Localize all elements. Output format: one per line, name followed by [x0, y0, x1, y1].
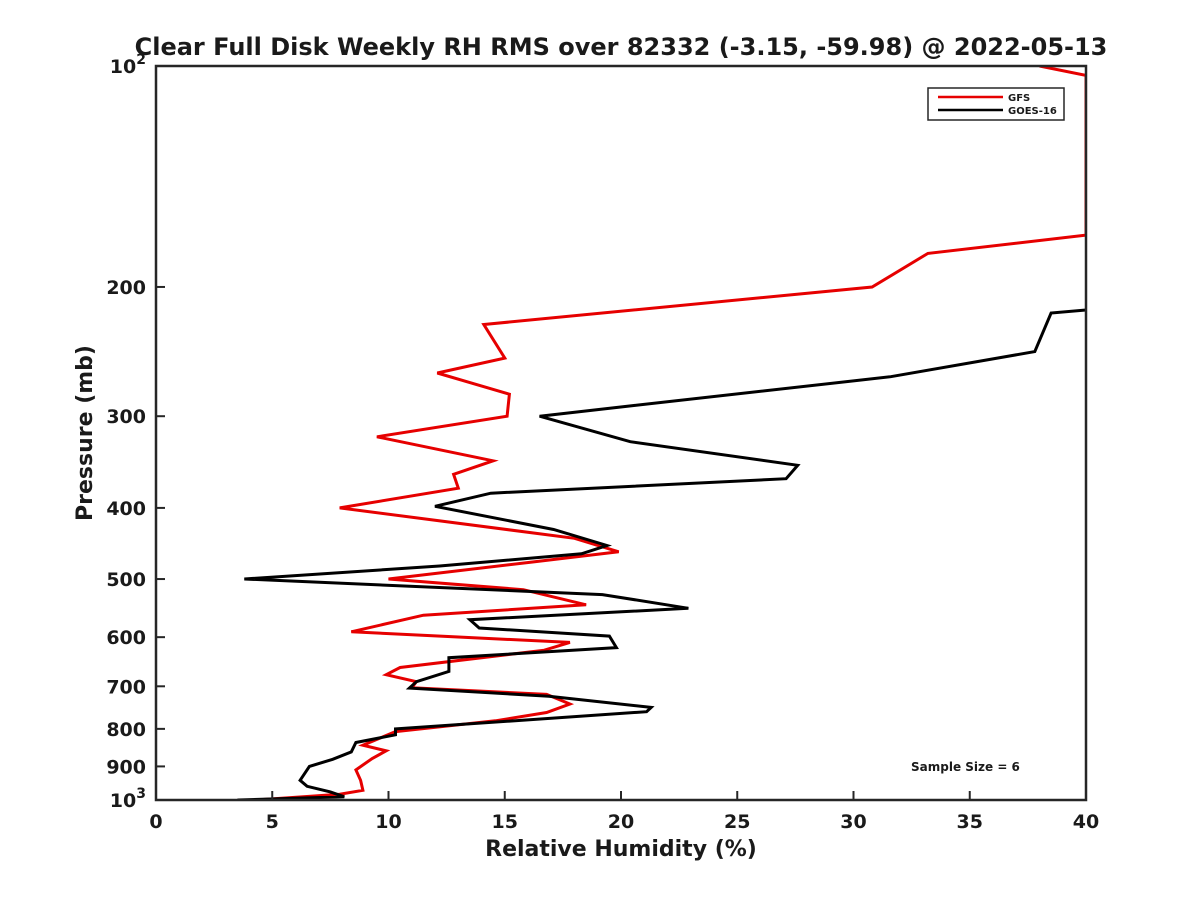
series-line-gfs	[255, 66, 1086, 800]
y-tick-label: 400	[106, 498, 146, 520]
y-axis-label: Pressure (mb)	[73, 345, 98, 521]
y-tick-label: 800	[106, 719, 146, 741]
x-tick-label: 5	[266, 811, 279, 833]
y-tick-label: 102	[110, 52, 146, 78]
series-layer	[237, 66, 1086, 800]
legend-label-goes16: GOES-16	[1008, 106, 1057, 117]
y-tick-label: 103	[110, 786, 146, 812]
y-tick-label: 700	[106, 676, 146, 698]
y-tick-label: 300	[106, 406, 146, 428]
chart-title: Clear Full Disk Weekly RH RMS over 82332…	[135, 33, 1108, 61]
y-tick-label: 500	[106, 569, 146, 591]
x-axis: 0 5 10 15 20 25 30 35 40	[149, 791, 1099, 833]
legend-box	[927, 87, 1065, 121]
x-axis-label: Relative Humidity (%)	[485, 837, 757, 862]
x-tick-label: 20	[608, 811, 634, 833]
y-tick-label: 900	[106, 756, 146, 778]
x-tick-label: 40	[1073, 811, 1099, 833]
legend: GFS GOES-16	[927, 87, 1065, 121]
plot-frame	[154, 64, 1088, 802]
x-tick-label: 35	[957, 811, 983, 833]
y-tick-label: 200	[106, 277, 146, 299]
x-tick-label: 10	[375, 811, 401, 833]
y-tick-label: 600	[106, 627, 146, 649]
sample-size-annotation: Sample Size = 6	[911, 760, 1020, 774]
x-tick-label: 15	[492, 811, 518, 833]
y-axis: 102 200 300 400 500 600 700 800 900 103	[106, 52, 165, 812]
x-tick-label: 25	[724, 811, 750, 833]
legend-label-gfs: GFS	[1008, 93, 1030, 104]
x-tick-label: 30	[840, 811, 866, 833]
x-tick-label: 0	[149, 811, 162, 833]
series-line-goes16	[237, 308, 1086, 800]
